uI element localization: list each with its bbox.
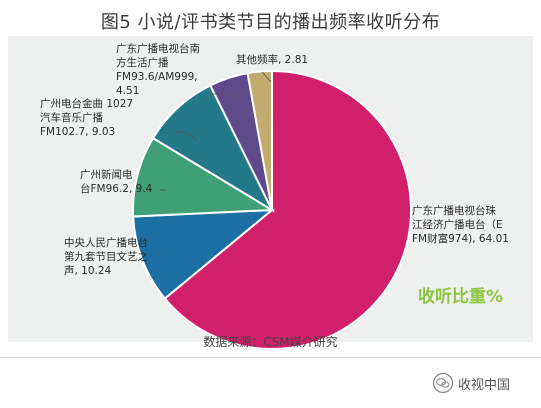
slice-label: 广东广播电视台南方生活广播 FM93.6/AM999, 4.51 — [116, 42, 200, 97]
wechat-icon — [432, 372, 454, 394]
slice-labels: 广东广播电视台珠江经济广播电台（E FM财富974), 64.01 中央人民广播电台… — [40, 42, 509, 277]
leader-line — [261, 71, 272, 83]
pie-slice — [151, 84, 275, 213]
slice-label: 广州电台金曲 1027 汽车音乐广播 FM102.7, 9.03 — [40, 97, 133, 138]
pie-slice — [132, 208, 275, 300]
slice-label: 广东广播电视台珠江经济广播电台（E FM财富974), 64.01 — [412, 204, 509, 245]
leader-lines — [160, 71, 272, 191]
pie-slice — [132, 136, 276, 218]
slice-label: 广州新闻电台FM96.2, 9.4 — [80, 168, 153, 195]
watermark: 收视中国 — [432, 371, 510, 395]
divider — [0, 357, 541, 358]
chart-title: 图5 小说/评书类节目的播出频率收听分布 — [100, 12, 441, 33]
watermark-text: 收视中国 — [458, 377, 511, 393]
leader-line — [210, 93, 241, 100]
pie-slice — [163, 69, 412, 350]
slice-label: 其他频率, 2.81 — [236, 53, 308, 66]
pie-slice — [246, 69, 273, 211]
pie-slices — [132, 69, 412, 350]
slice-label: 中央人民广播电台第九套节目文艺之声, 10.24 — [64, 236, 148, 277]
metric-label: 收听比重% — [418, 286, 503, 307]
data-source: 数据来源：CSM媒介研究 — [203, 335, 338, 349]
leader-line — [176, 131, 198, 141]
